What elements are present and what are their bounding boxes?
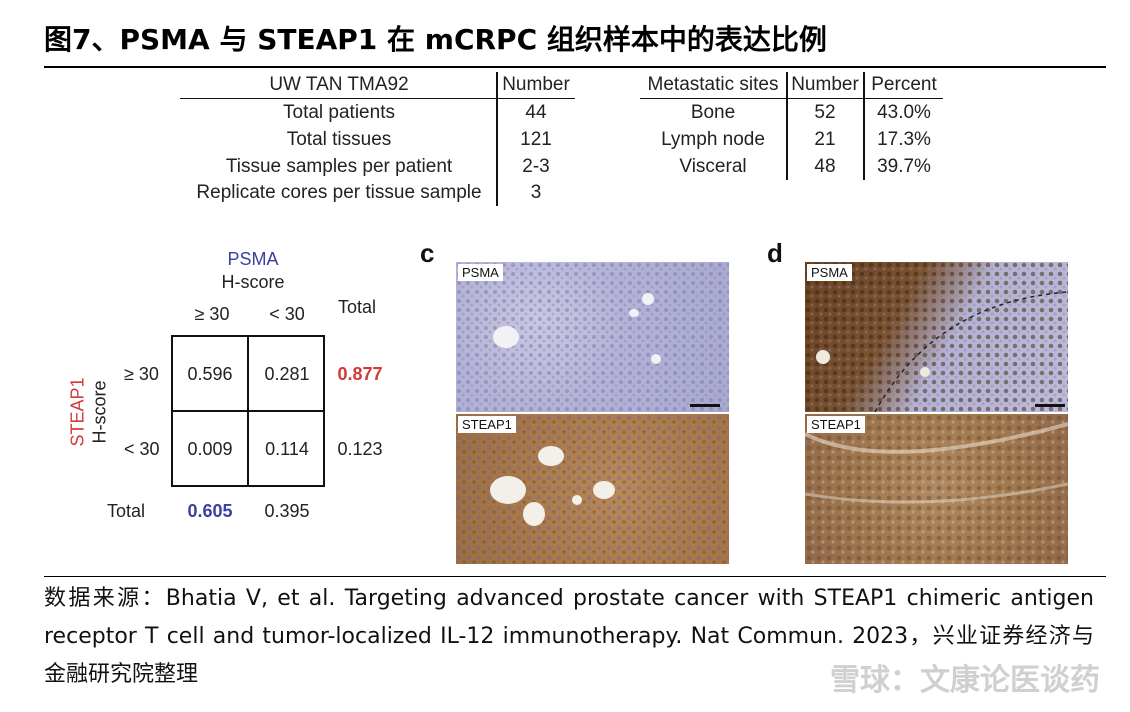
table2-rule [640,98,943,99]
col-header-high: ≥ 30 [194,304,230,324]
table2-header-2: Number [791,74,859,95]
col-total-high: 0.605 [187,501,233,521]
col-total-low: 0.395 [264,501,310,521]
figure-title: 图7、PSMA 与 STEAP1 在 mCRPC 组织样本中的表达比例 [44,23,827,56]
row-total-low: 0.123 [337,439,383,459]
table2-site: Visceral [679,156,747,177]
table1-value: 44 [525,102,547,123]
table2-number: 52 [814,102,836,123]
title-rule [44,66,1106,68]
table1-label: Tissue samples per patient [225,156,453,177]
table1-rule [180,98,575,99]
table2-number: 48 [814,156,836,177]
cell-high-low: 0.281 [264,364,310,384]
table2-header-3: Percent [871,74,937,95]
source-note: 数据来源：Bhatia V, et al. Targeting advanced… [44,586,1094,687]
panel-d-psma-image: PSMA [805,262,1068,412]
table1-value: 3 [530,182,542,203]
steap1-axis-subtitle: H-score [89,380,110,444]
cell-low-low: 0.114 [265,439,309,459]
source-rule [44,576,1106,577]
panel-c-steap1-label: STEAP1 [458,416,516,433]
col-header-low: < 30 [269,304,305,324]
row-header-low: < 30 [124,439,160,459]
table1-value: 121 [520,129,552,150]
psma-axis-subtitle: H-score [221,272,285,292]
panel-d-psma-label: PSMA [807,264,852,281]
table1-header-2: Number [502,74,570,95]
table1-label: Total tissues [286,129,392,150]
table2-percent: 17.3% [877,129,931,150]
row-header-high: ≥ 30 [124,364,159,384]
table2-header-1: Metastatic sites [647,74,779,95]
table2-percent: 39.7% [877,156,931,177]
panel-d-steap1-image: STEAP1 [805,414,1068,564]
panel-c-steap1-image: STEAP1 [456,414,729,564]
panel-c-psma-image: PSMA [456,262,729,412]
table2-divider-2 [863,72,865,180]
col-header-total: Total [337,297,377,317]
steap1-axis-title: STEAP1 [67,377,88,447]
table1-value: 2-3 [522,156,550,177]
panel-c-psma-label: PSMA [458,264,503,281]
table2-percent: 43.0% [877,102,931,123]
psma-axis-title: PSMA [227,249,279,269]
table2-site: Bone [690,102,736,123]
table1-label: Replicate cores per tissue sample [196,182,482,203]
table2-divider-1 [786,72,788,180]
panel-d-letter: d [767,238,783,268]
scale-bar [1035,404,1065,407]
cell-low-high: 0.009 [187,439,233,459]
panel-d-steap1-label: STEAP1 [807,416,865,433]
panel-c-letter: c [420,238,435,268]
grid-divider-horizontal [171,410,325,412]
table2-site: Lymph node [661,129,765,150]
table1-header-1: UW TAN TMA92 [269,74,409,95]
table1-label: Total patients [283,102,395,123]
scale-bar [690,404,720,407]
table2-number: 21 [814,129,836,150]
row-header-total: Total [107,501,146,521]
cell-high-high: 0.596 [187,364,233,384]
watermark: 雪球：文康论医谈药 [830,663,1100,698]
table1-divider [496,72,498,206]
row-total-high: 0.877 [337,364,383,384]
